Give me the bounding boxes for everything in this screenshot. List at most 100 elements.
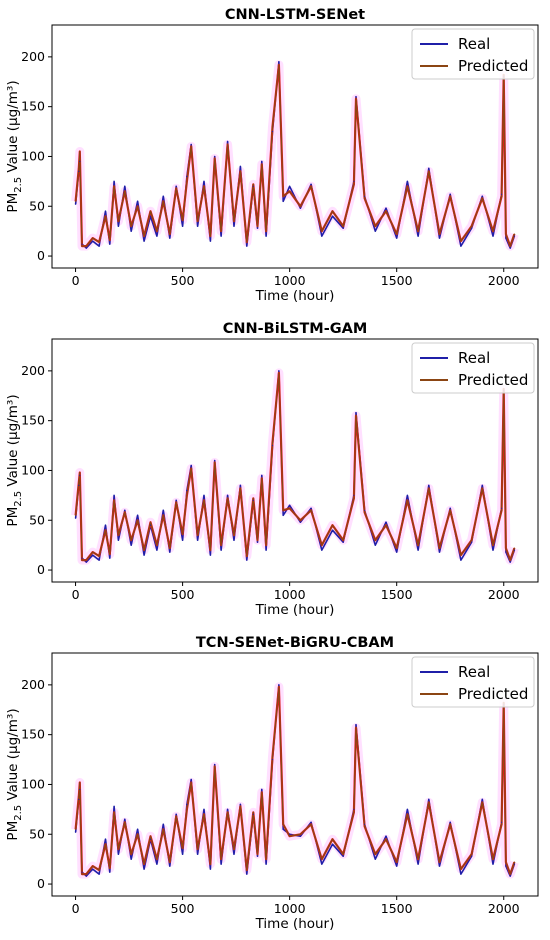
- point-predicted: [130, 853, 132, 855]
- point-real: [438, 237, 441, 239]
- x-axis-label: Time (hour): [255, 602, 335, 618]
- point-predicted: [143, 549, 145, 551]
- point-predicted: [363, 511, 366, 513]
- point-real: [363, 823, 366, 825]
- point-real: [226, 494, 229, 496]
- point-real: [92, 868, 94, 870]
- point-real: [156, 235, 158, 237]
- point-predicted: [265, 544, 267, 546]
- point-predicted: [492, 858, 494, 860]
- x-tick-label: 0: [72, 901, 80, 916]
- point-predicted: [220, 858, 222, 860]
- point-real: [505, 237, 507, 239]
- point-real: [261, 160, 263, 163]
- point-predicted: [438, 547, 441, 549]
- point-real: [501, 193, 503, 195]
- point-real: [98, 245, 100, 247]
- point-predicted: [162, 514, 164, 516]
- point-real: [299, 207, 301, 209]
- point-real: [130, 544, 132, 546]
- point-predicted: [98, 869, 100, 871]
- point-real: [428, 167, 430, 170]
- point-predicted: [169, 233, 171, 235]
- point-real: [406, 180, 409, 182]
- point-real: [481, 484, 483, 486]
- point-predicted: [428, 487, 430, 489]
- point-predicted: [342, 853, 344, 855]
- point-real: [355, 412, 357, 414]
- point-predicted: [353, 811, 355, 813]
- x-tick-label: 1000: [274, 273, 306, 288]
- point-real: [310, 183, 312, 185]
- point-real: [471, 541, 473, 543]
- point-real: [117, 853, 119, 855]
- point-real: [124, 509, 126, 511]
- point-predicted: [124, 511, 126, 513]
- point-predicted: [481, 487, 483, 489]
- point-real: [113, 180, 115, 182]
- point-predicted: [104, 843, 107, 845]
- point-predicted: [492, 544, 494, 546]
- point-real: [353, 494, 355, 496]
- point-real: [513, 863, 516, 865]
- x-tick-label: 1000: [274, 587, 306, 602]
- point-real: [175, 185, 177, 187]
- point-predicted: [509, 245, 511, 247]
- point-real: [239, 803, 242, 805]
- point-predicted: [509, 873, 511, 875]
- point-predicted: [460, 554, 462, 556]
- point-predicted: [190, 781, 192, 784]
- point-predicted: [130, 539, 132, 541]
- point-predicted: [149, 521, 152, 523]
- x-tick-label: 2000: [488, 587, 520, 602]
- point-predicted: [79, 150, 81, 153]
- chart-2: CNN-BiLSTM-GAM 0 500 1000 1500 2000 0 50 100 150 2…: [5, 321, 539, 618]
- y-tick-label: 150: [21, 413, 45, 428]
- point-real: [513, 549, 516, 551]
- point-predicted: [374, 539, 376, 541]
- point-real: [271, 130, 274, 133]
- point-predicted: [113, 185, 115, 187]
- point-predicted: [169, 861, 171, 863]
- chart-title: TCN-SENet-BiGRU-CBAM: [196, 635, 394, 651]
- point-real: [85, 875, 87, 877]
- point-real: [109, 871, 111, 873]
- point-real: [299, 835, 301, 837]
- point-real: [417, 235, 419, 237]
- point-predicted: [321, 544, 323, 546]
- point-predicted: [196, 220, 199, 222]
- point-real: [98, 559, 100, 561]
- point-predicted: [396, 233, 398, 235]
- point-predicted: [513, 861, 516, 863]
- series-line-error: [74, 63, 516, 248]
- point-predicted: [113, 499, 115, 501]
- point-predicted: [74, 514, 77, 516]
- point-predicted: [289, 507, 291, 509]
- point-predicted: [246, 555, 248, 557]
- point-predicted: [449, 823, 451, 825]
- point-real: [186, 175, 188, 177]
- point-real: [265, 235, 267, 237]
- point-predicted: [252, 183, 254, 185]
- point-predicted: [428, 801, 430, 803]
- point-real: [186, 803, 188, 805]
- point-predicted: [374, 853, 376, 855]
- point-predicted: [505, 547, 507, 549]
- point-predicted: [342, 225, 344, 227]
- point-real: [321, 235, 323, 237]
- point-real: [137, 828, 139, 830]
- plot-area-frame: [51, 24, 539, 269]
- y-tick-label: 200: [21, 363, 45, 378]
- plot-series-group: [71, 682, 519, 879]
- point-predicted: [181, 847, 184, 849]
- point-real: [374, 230, 376, 232]
- point-predicted: [233, 220, 235, 222]
- point-predicted: [78, 481, 80, 484]
- chart-title: CNN-BiLSTM-GAM: [223, 321, 368, 337]
- point-real: [79, 160, 81, 163]
- chart-3: TCN-SENet-BiGRU-CBAM 0 500 1000 1500 2000 0 50 1…: [5, 635, 539, 932]
- point-predicted: [355, 727, 357, 729]
- point-predicted: [509, 559, 511, 561]
- point-real: [406, 808, 409, 810]
- point-predicted: [278, 686, 280, 688]
